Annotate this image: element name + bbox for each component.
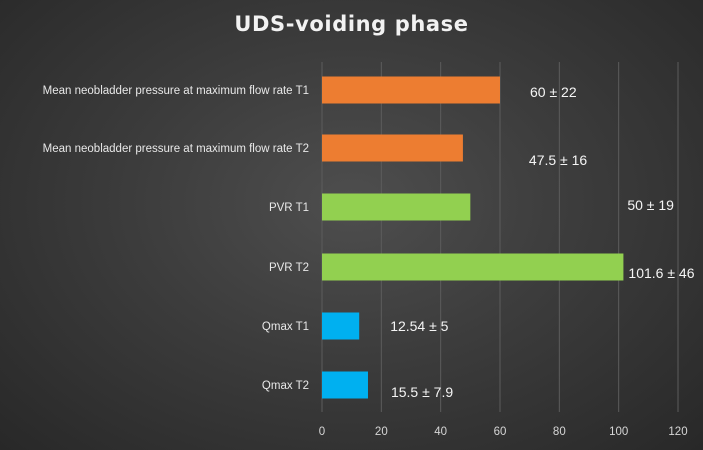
bar [322,76,500,104]
category-label: Mean neobladder pressure at maximum flow… [43,85,309,97]
x-tick-label: 120 [668,426,687,438]
bar [322,193,471,221]
bar [322,253,624,281]
data-label: 60 ± 22 [530,84,577,100]
x-tick-label: 60 [494,426,507,438]
category-label: Qmax T1 [262,321,309,333]
data-label: 50 ± 19 [627,197,674,213]
x-tick-label: 20 [375,426,388,438]
data-label: 12.54 ± 5 [390,318,448,334]
data-label: 47.5 ± 16 [529,152,587,168]
bar [322,134,463,162]
category-label: Mean neobladder pressure at maximum flow… [43,143,309,155]
bar [322,312,360,340]
gridlines [321,62,679,412]
x-tick-label: 100 [609,426,628,438]
x-tick-label: 0 [319,426,325,438]
category-label: Qmax T2 [262,380,309,392]
category-labels: Mean neobladder pressure at maximum flow… [43,85,309,392]
category-label: PVR T1 [269,202,309,214]
data-label: 15.5 ± 7.9 [391,384,453,400]
data-labels: 60 ± 22 47.5 ± 16 50 ± 19 101.6 ± 46 12.54 ±… [390,84,694,400]
x-tick-label: 80 [553,426,566,438]
bar [322,371,368,399]
chart-title: UDS-voiding phase [234,12,469,36]
category-label: PVR T2 [269,262,309,274]
x-axis-ticks: 0 20 40 60 80 100 120 [319,426,688,438]
data-label: 101.6 ± 46 [628,265,694,281]
x-tick-label: 40 [434,426,447,438]
bars [322,76,624,399]
